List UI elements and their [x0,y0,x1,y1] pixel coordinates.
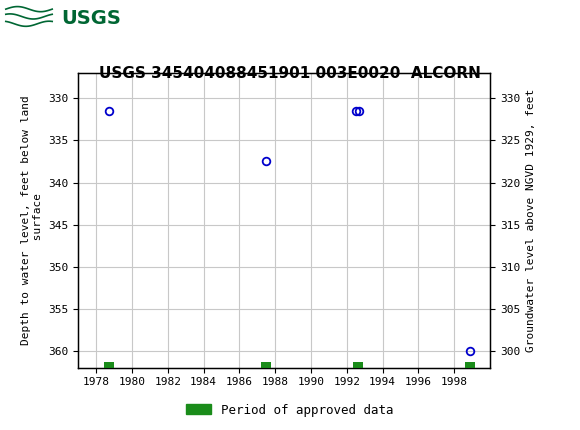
Text: USGS 345404088451901 003E0020  ALCORN: USGS 345404088451901 003E0020 ALCORN [99,66,481,80]
Text: USGS: USGS [61,9,121,28]
Legend: Period of approved data: Period of approved data [181,399,399,421]
Bar [104,362,114,368]
Y-axis label: Groundwater level above NGVD 1929, feet: Groundwater level above NGVD 1929, feet [525,89,535,352]
Bar [353,362,362,368]
Y-axis label: Depth to water level, feet below land
 surface: Depth to water level, feet below land su… [21,95,43,345]
Bar [262,362,271,368]
Bar [3,3,113,34]
Bar [466,362,476,368]
